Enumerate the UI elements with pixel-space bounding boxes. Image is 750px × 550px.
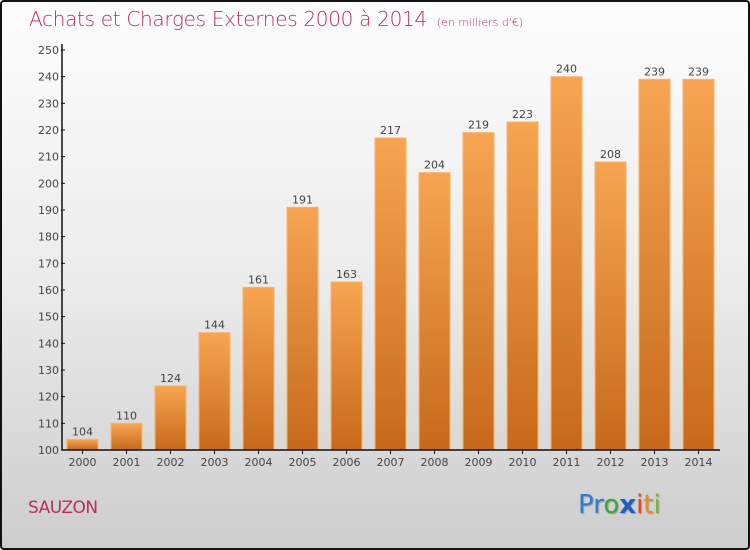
bar-2004 bbox=[242, 286, 275, 451]
x-tick-label-2008: 2008 bbox=[421, 456, 449, 469]
logo-letter: o bbox=[603, 490, 620, 520]
bar-2008 bbox=[418, 172, 451, 451]
value-label-2003: 144 bbox=[204, 319, 225, 332]
y-tick-label-150: 150 bbox=[38, 311, 59, 324]
value-label-2005: 191 bbox=[292, 193, 313, 206]
y-tick-label-250: 250 bbox=[38, 44, 59, 57]
x-tick-label-2002: 2002 bbox=[157, 456, 185, 469]
x-tick-label-2005: 2005 bbox=[289, 456, 317, 469]
x-tick-label-2010: 2010 bbox=[509, 456, 537, 469]
bar-2002 bbox=[154, 385, 187, 451]
bar-2014 bbox=[682, 78, 715, 451]
y-tick-label-190: 190 bbox=[38, 204, 59, 217]
x-tick-label-2001: 2001 bbox=[113, 456, 141, 469]
x-tick-label-2014: 2014 bbox=[685, 456, 713, 469]
logo-letter: i bbox=[636, 490, 644, 520]
place-name: SAUZON bbox=[28, 498, 98, 518]
value-label-2007: 217 bbox=[380, 124, 401, 137]
x-tick-label-2004: 2004 bbox=[245, 456, 273, 469]
value-label-2008: 204 bbox=[424, 159, 445, 172]
x-tick-label-2009: 2009 bbox=[465, 456, 493, 469]
y-tick-label-180: 180 bbox=[38, 231, 59, 244]
x-tick-label-2012: 2012 bbox=[597, 456, 625, 469]
y-tick-label-140: 140 bbox=[38, 337, 59, 350]
y-tick-label-120: 120 bbox=[38, 391, 59, 404]
chart-title-text: Achats et Charges Externes 2000 à 2014 bbox=[29, 7, 427, 31]
bar-2012 bbox=[594, 161, 627, 451]
y-tick-label-100: 100 bbox=[38, 444, 59, 457]
proxiti-logo: Proxiti bbox=[578, 490, 661, 520]
x-tick-label-2013: 2013 bbox=[641, 456, 669, 469]
y-tick-label-220: 220 bbox=[38, 124, 59, 137]
bar-2010 bbox=[506, 121, 539, 451]
bar-2001 bbox=[110, 422, 143, 451]
value-label-2000: 104 bbox=[72, 425, 93, 438]
logo-letter: P bbox=[578, 490, 594, 520]
y-tick-label-160: 160 bbox=[38, 284, 59, 297]
bar-2003 bbox=[198, 332, 231, 451]
y-tick-label-210: 210 bbox=[38, 151, 59, 164]
y-tick-label-240: 240 bbox=[38, 71, 59, 84]
value-label-2012: 208 bbox=[600, 148, 621, 161]
x-tick-label-2006: 2006 bbox=[333, 456, 361, 469]
value-label-2004: 161 bbox=[248, 273, 269, 286]
x-tick-label-2003: 2003 bbox=[201, 456, 229, 469]
x-tick-label-2011: 2011 bbox=[553, 456, 581, 469]
bar-2006 bbox=[330, 281, 363, 451]
bar-2013 bbox=[638, 78, 671, 451]
logo-letter: r bbox=[593, 490, 604, 520]
chart-title: Achats et Charges Externes 2000 à 2014 (e… bbox=[29, 7, 523, 31]
value-label-2010: 223 bbox=[512, 108, 533, 121]
value-label-2002: 124 bbox=[160, 372, 181, 385]
logo-letter: t bbox=[643, 490, 654, 520]
y-tick-label-230: 230 bbox=[38, 97, 59, 110]
y-tick-label-130: 130 bbox=[38, 364, 59, 377]
chart-unit: (en milliers d'€) bbox=[436, 16, 524, 29]
y-tick-label-110: 110 bbox=[38, 417, 59, 430]
value-label-2006: 163 bbox=[336, 268, 357, 281]
x-tick-label-2007: 2007 bbox=[377, 456, 405, 469]
bar-2007 bbox=[374, 137, 407, 451]
bar-2000 bbox=[66, 438, 99, 451]
bar-2005 bbox=[286, 206, 319, 451]
value-label-2011: 240 bbox=[556, 63, 577, 76]
value-label-2014: 239 bbox=[688, 65, 709, 78]
y-tick-label-200: 200 bbox=[38, 177, 59, 190]
y-tick-label-170: 170 bbox=[38, 257, 59, 270]
bar-2009 bbox=[462, 132, 495, 451]
x-tick-label-2000: 2000 bbox=[69, 456, 97, 469]
logo-letter: x bbox=[619, 490, 637, 520]
value-label-2001: 110 bbox=[116, 409, 137, 422]
value-label-2009: 219 bbox=[468, 119, 489, 132]
logo-letter: i bbox=[653, 490, 661, 520]
value-label-2013: 239 bbox=[644, 65, 665, 78]
bar-2011 bbox=[550, 76, 583, 451]
